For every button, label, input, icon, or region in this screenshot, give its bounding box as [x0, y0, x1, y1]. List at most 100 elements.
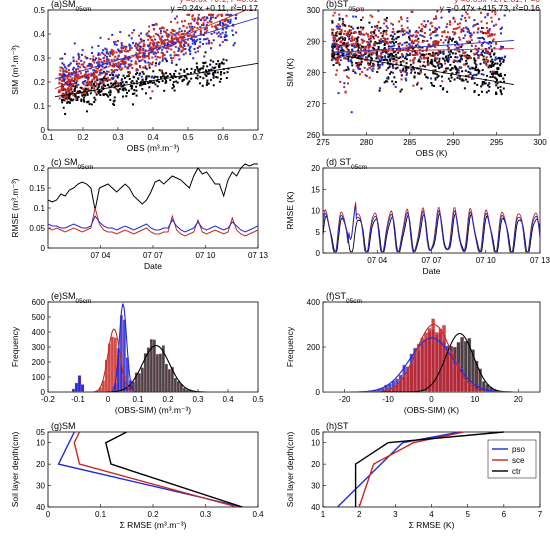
- point-pso: [479, 30, 482, 33]
- point-ctr: [111, 73, 114, 76]
- point-sce: [196, 21, 199, 24]
- point-ctr: [139, 82, 142, 85]
- point-ctr: [357, 44, 360, 47]
- point-pso: [133, 29, 136, 32]
- point-ctr: [439, 51, 442, 54]
- point-sce: [67, 65, 70, 68]
- y-tick-label: 15: [311, 185, 320, 194]
- point-pso: [412, 34, 415, 37]
- point-ctr: [100, 78, 103, 81]
- point-sce: [186, 34, 189, 37]
- y-axis-label: RMSE (m³.m⁻³): [10, 178, 20, 237]
- point-ctr: [218, 65, 221, 68]
- point-sce: [366, 40, 369, 43]
- point-ctr: [80, 98, 83, 101]
- point-sce: [116, 58, 119, 61]
- point-pso: [438, 26, 441, 29]
- point-ctr: [458, 75, 461, 78]
- point-ctr: [208, 72, 211, 75]
- point-pso: [406, 20, 409, 23]
- point-ctr: [478, 69, 481, 72]
- point-ctr: [462, 79, 465, 82]
- point-ctr: [389, 59, 392, 62]
- point-sce: [346, 75, 349, 78]
- point-sce: [343, 86, 346, 89]
- point-pso: [225, 34, 228, 37]
- point-pso: [159, 30, 162, 33]
- point-pso: [191, 39, 194, 42]
- point-sce: [59, 57, 62, 60]
- point-ctr: [97, 92, 100, 95]
- point-ctr: [153, 81, 156, 84]
- point-sce: [392, 66, 395, 69]
- point-sce: [383, 22, 386, 25]
- point-pso: [352, 15, 355, 18]
- hist-bar-ctr: [471, 349, 475, 392]
- point-ctr: [500, 75, 503, 78]
- point-ctr: [152, 70, 155, 73]
- point-sce: [400, 24, 403, 27]
- point-ctr: [75, 98, 78, 101]
- point-ctr: [110, 82, 113, 85]
- x-tick-label: 0.4: [147, 133, 159, 142]
- point-sce: [134, 62, 137, 65]
- point-sce: [181, 37, 184, 40]
- point-ctr: [87, 76, 90, 79]
- point-pso: [221, 31, 224, 34]
- point-ctr: [485, 91, 488, 94]
- point-ctr: [196, 77, 199, 80]
- point-pso: [166, 38, 169, 41]
- point-sce: [395, 62, 398, 65]
- point-pso: [470, 33, 473, 36]
- point-pso: [394, 85, 397, 88]
- point-pso: [127, 63, 130, 66]
- point-pso: [404, 55, 407, 58]
- point-ctr: [492, 64, 495, 67]
- point-sce: [468, 40, 471, 43]
- point-ctr: [348, 29, 351, 32]
- point-sce: [455, 59, 458, 62]
- point-pso: [107, 52, 110, 55]
- point-pso: [139, 38, 142, 41]
- point-sce: [86, 65, 89, 68]
- point-pso: [104, 47, 107, 50]
- point-sce: [84, 55, 87, 58]
- point-sce: [392, 60, 395, 63]
- point-ctr: [399, 90, 402, 93]
- point-ctr: [401, 69, 404, 72]
- point-sce: [345, 32, 348, 35]
- point-sce: [404, 47, 407, 50]
- point-sce: [196, 18, 199, 21]
- hist-bar-ctr: [158, 353, 162, 392]
- point-sce: [185, 32, 188, 35]
- point-ctr: [347, 53, 350, 56]
- point-pso: [487, 52, 490, 55]
- point-ctr: [397, 51, 400, 54]
- point-sce: [334, 37, 337, 40]
- point-ctr: [123, 83, 126, 86]
- hist-bar-sce: [445, 349, 450, 392]
- point-sce: [488, 33, 491, 36]
- y-axis-label: SIM (K): [285, 58, 295, 87]
- point-ctr: [218, 63, 221, 66]
- point-ctr: [419, 29, 422, 32]
- point-pso: [130, 37, 133, 40]
- point-ctr: [387, 76, 390, 79]
- point-ctr: [499, 89, 502, 92]
- point-ctr: [144, 78, 147, 81]
- point-ctr: [67, 100, 70, 103]
- point-ctr: [97, 90, 100, 93]
- point-sce: [174, 45, 177, 48]
- point-pso: [192, 57, 195, 60]
- point-ctr: [386, 80, 389, 83]
- point-sce: [221, 25, 224, 28]
- point-sce: [359, 32, 362, 35]
- point-sce: [376, 54, 379, 57]
- point-sce: [210, 42, 213, 45]
- point-pso: [144, 49, 147, 52]
- point-sce: [162, 52, 165, 55]
- point-ctr: [496, 72, 499, 75]
- point-sce: [473, 52, 476, 55]
- point-ctr: [419, 69, 422, 72]
- point-sce: [67, 69, 70, 72]
